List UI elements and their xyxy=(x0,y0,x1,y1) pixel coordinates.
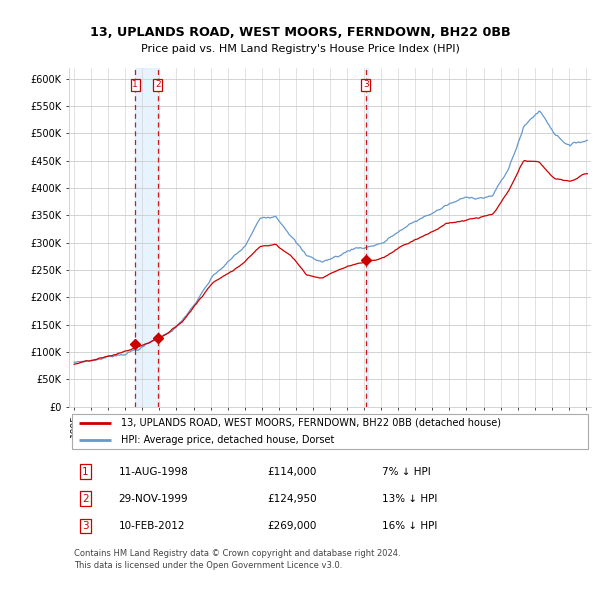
Text: 29-NOV-1999: 29-NOV-1999 xyxy=(119,494,188,504)
Bar xyxy=(366,68,368,407)
Text: 13% ↓ HPI: 13% ↓ HPI xyxy=(382,494,437,504)
Text: 13, UPLANDS ROAD, WEST MOORS, FERNDOWN, BH22 0BB (detached house): 13, UPLANDS ROAD, WEST MOORS, FERNDOWN, … xyxy=(121,418,501,428)
Text: Price paid vs. HM Land Registry's House Price Index (HPI): Price paid vs. HM Land Registry's House … xyxy=(140,44,460,54)
Text: 1: 1 xyxy=(133,80,138,89)
Text: 2: 2 xyxy=(82,494,89,504)
Text: 7% ↓ HPI: 7% ↓ HPI xyxy=(382,467,431,477)
Bar xyxy=(135,68,158,407)
FancyBboxPatch shape xyxy=(71,414,589,450)
Text: 3: 3 xyxy=(82,521,89,531)
Text: 11-AUG-1998: 11-AUG-1998 xyxy=(119,467,188,477)
Text: 1: 1 xyxy=(82,467,89,477)
Text: HPI: Average price, detached house, Dorset: HPI: Average price, detached house, Dors… xyxy=(121,435,335,445)
Text: 3: 3 xyxy=(363,80,368,89)
Text: £114,000: £114,000 xyxy=(268,467,317,477)
Text: 10-FEB-2012: 10-FEB-2012 xyxy=(119,521,185,531)
Text: £269,000: £269,000 xyxy=(268,521,317,531)
Text: £124,950: £124,950 xyxy=(268,494,317,504)
Text: 13, UPLANDS ROAD, WEST MOORS, FERNDOWN, BH22 0BB: 13, UPLANDS ROAD, WEST MOORS, FERNDOWN, … xyxy=(89,26,511,39)
Text: 2: 2 xyxy=(155,80,161,89)
Text: 16% ↓ HPI: 16% ↓ HPI xyxy=(382,521,437,531)
Text: Contains HM Land Registry data © Crown copyright and database right 2024.
This d: Contains HM Land Registry data © Crown c… xyxy=(74,549,401,570)
